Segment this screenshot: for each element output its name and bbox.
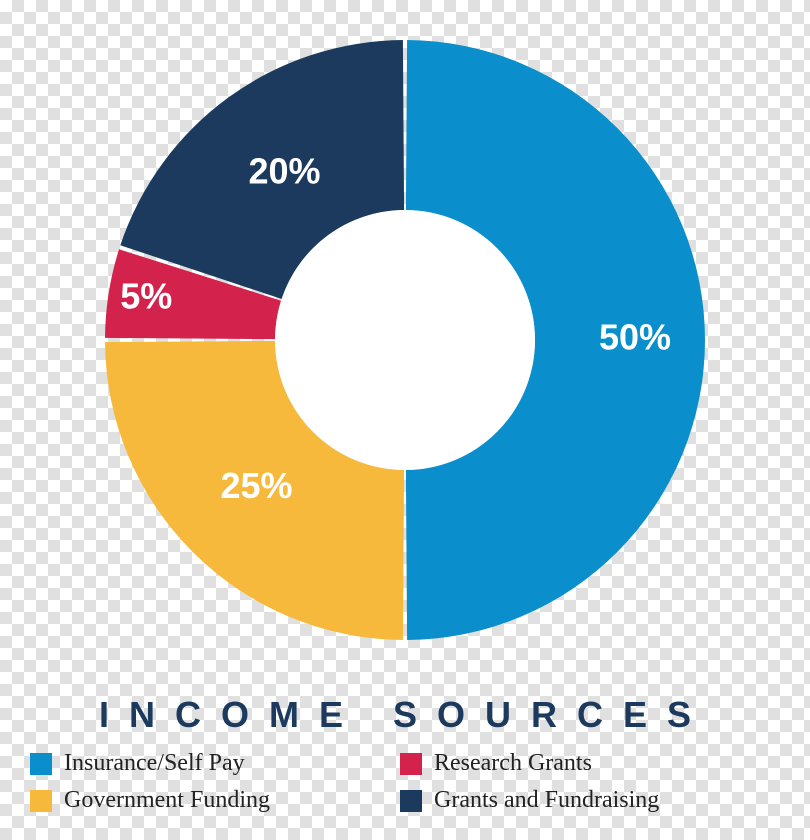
legend-label: Insurance/Self Pay bbox=[64, 750, 245, 777]
legend-label: Government Funding bbox=[64, 787, 270, 814]
legend-swatch bbox=[30, 790, 52, 812]
legend-swatch bbox=[400, 790, 422, 812]
legend-label: Grants and Fundraising bbox=[434, 787, 659, 814]
legend-item: Research Grants bbox=[400, 750, 770, 777]
donut-hole bbox=[275, 210, 535, 470]
legend: Insurance/Self Pay Research Grants Governm… bbox=[30, 750, 780, 824]
legend-label: Research Grants bbox=[434, 750, 592, 777]
slice-label: 50% bbox=[599, 317, 671, 358]
chart-container: 50% 25% 5% 20% INCOME SOURCES Insurance/Sel… bbox=[0, 0, 810, 840]
legend-swatch bbox=[30, 753, 52, 775]
slice-label: 20% bbox=[248, 151, 320, 192]
chart-title: INCOME SOURCES bbox=[0, 694, 810, 736]
legend-item: Grants and Fundraising bbox=[400, 787, 770, 814]
legend-item: Insurance/Self Pay bbox=[30, 750, 400, 777]
legend-swatch bbox=[400, 753, 422, 775]
legend-item: Government Funding bbox=[30, 787, 400, 814]
slice-label: 25% bbox=[220, 465, 292, 506]
donut-chart: 50% 25% 5% 20% bbox=[85, 20, 725, 660]
slice-label: 5% bbox=[120, 276, 172, 317]
